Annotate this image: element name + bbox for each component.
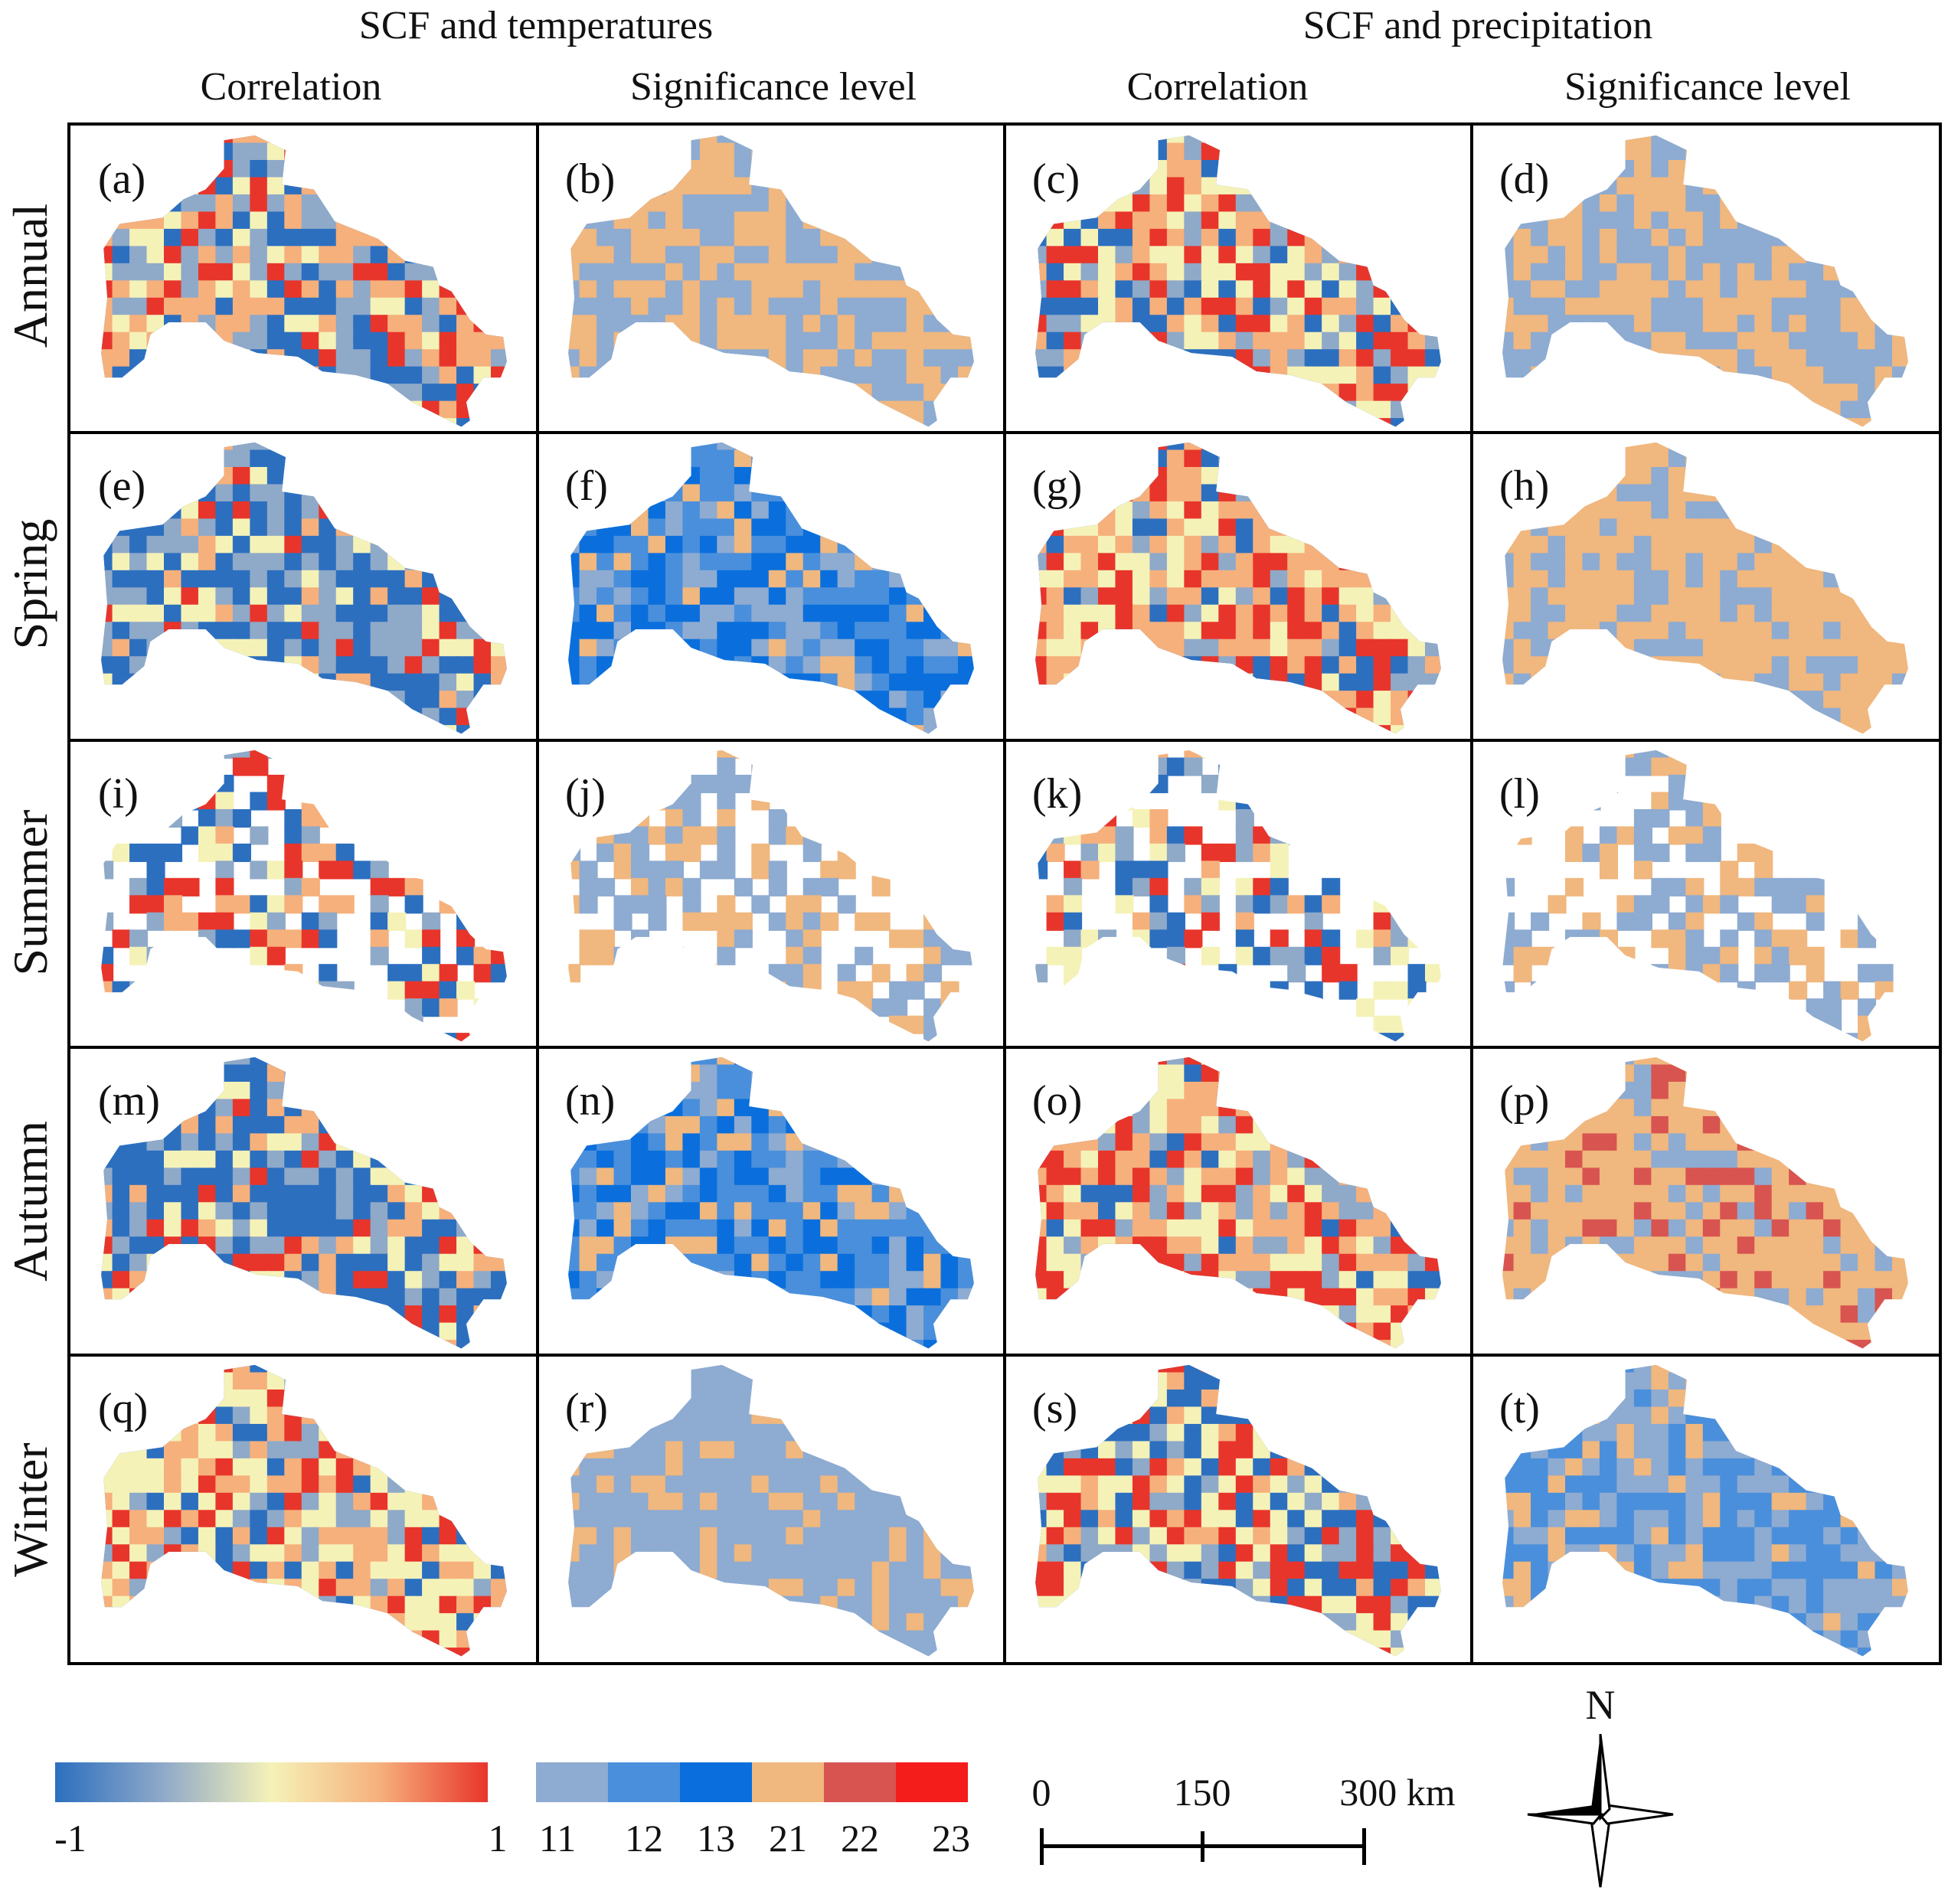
significance-label-23: 23 (932, 1817, 970, 1860)
map-panel-d: (d) (1472, 126, 1939, 433)
correlation-colorbar (55, 1762, 488, 1802)
map-panel-a: (a) (70, 126, 538, 433)
column-header-4: Significance level (1564, 65, 1851, 109)
region-map-shape (568, 1364, 974, 1656)
panel-label: (f) (565, 462, 608, 511)
row-label-winter: Winter (3, 1442, 57, 1577)
grid-divider-horizontal (70, 1046, 1939, 1050)
region-map-shape (101, 443, 507, 734)
region-map-shape (1035, 443, 1441, 734)
map-panel-b: (b) (538, 126, 1005, 433)
panel-label: (p) (1499, 1077, 1550, 1125)
panel-label: (i) (98, 769, 139, 818)
row-label-autumn: Autumn (3, 1121, 57, 1282)
map-panel-l: (l) (1472, 740, 1939, 1047)
map-panel-o: (o) (1005, 1047, 1472, 1354)
significance-swatch-22 (824, 1762, 896, 1802)
significance-label-13: 13 (697, 1817, 735, 1860)
row-label-spring: Spring (3, 518, 57, 650)
correlation-min-label: -1 (54, 1817, 87, 1860)
map-panel-q: (q) (70, 1355, 538, 1662)
panel-label: (q) (98, 1384, 149, 1432)
map-panel-m: (m) (70, 1047, 538, 1354)
map-panel-h: (h) (1472, 433, 1939, 740)
region-map-shape (568, 750, 974, 1042)
region-map-shape (101, 135, 507, 427)
map-panel-i: (i) (70, 740, 538, 1047)
grid-divider-vertical (1470, 126, 1473, 1662)
scale-tick-300: 300 km (1339, 1771, 1456, 1814)
significance-swatch-23 (896, 1762, 968, 1802)
panel-label: (s) (1032, 1384, 1078, 1432)
panel-label: (h) (1499, 462, 1550, 511)
significance-label-22: 22 (841, 1817, 879, 1860)
significance-swatch-12 (608, 1762, 680, 1802)
grid-divider-horizontal (70, 1353, 1939, 1357)
row-label-annual: Annual (3, 203, 57, 348)
column-header-1: Correlation (200, 65, 382, 109)
panel-label: (g) (1032, 462, 1083, 511)
significance-swatch-13 (680, 1762, 752, 1802)
map-panel-j: (j) (538, 740, 1005, 1047)
row-label-summer: Summer (3, 809, 57, 976)
region-map-shape (101, 1057, 507, 1349)
map-panel-k: (k) (1005, 740, 1472, 1047)
region-map-shape (1035, 1057, 1441, 1349)
panel-label: (o) (1032, 1077, 1083, 1125)
map-panel-n: (n) (538, 1047, 1005, 1354)
region-map-shape (568, 443, 974, 734)
group-header-precipitation: SCF and precipitation (1302, 4, 1653, 47)
group-header-temperature: SCF and temperatures (358, 4, 714, 47)
region-map-shape (1502, 750, 1908, 1042)
region-map-shape (568, 1057, 974, 1349)
significance-label-21: 21 (769, 1817, 807, 1860)
significance-swatch-11 (536, 1762, 608, 1802)
north-label: N (1585, 1682, 1616, 1728)
region-map-shape (1035, 750, 1441, 1042)
grid-divider-vertical (1003, 126, 1006, 1662)
region-map-shape (101, 1364, 507, 1656)
scale-tick-0: 0 (1031, 1771, 1051, 1814)
region-map-shape (1035, 1364, 1441, 1656)
map-panel-f: (f) (538, 433, 1005, 740)
significance-label-11: 11 (538, 1817, 577, 1860)
map-panel-g: (g) (1005, 433, 1472, 740)
region-map-shape (568, 135, 974, 427)
column-header-3: Correlation (1126, 65, 1309, 109)
grid-divider-horizontal (70, 431, 1939, 435)
significance-label-12: 12 (625, 1817, 663, 1860)
column-header-2: Significance level (630, 65, 917, 109)
map-panel-c: (c) (1005, 126, 1472, 433)
map-panel-s: (s) (1005, 1355, 1472, 1662)
panel-label: (t) (1499, 1384, 1540, 1432)
scale-tick-150: 150 (1173, 1771, 1231, 1814)
region-map-shape (101, 750, 507, 1042)
map-panel-grid: (a) (b) (c) (d (67, 122, 1942, 1665)
north-arrow-icon (1527, 1733, 1674, 1888)
panel-label: (c) (1032, 155, 1080, 203)
map-panel-p: (p) (1472, 1047, 1939, 1354)
significance-swatch-21 (752, 1762, 824, 1802)
grid-divider-vertical (536, 126, 539, 1662)
grid-divider-horizontal (70, 738, 1939, 742)
region-map-shape (1502, 135, 1908, 427)
panel-label: (a) (98, 155, 146, 203)
region-map-shape (1035, 135, 1441, 427)
map-panel-e: (e) (70, 433, 538, 740)
map-panel-r: (r) (538, 1355, 1005, 1662)
panel-label: (k) (1032, 769, 1083, 818)
panel-label: (d) (1499, 155, 1550, 203)
region-map-shape (1502, 1364, 1908, 1656)
panel-label: (j) (565, 769, 606, 818)
panel-label: (l) (1499, 769, 1540, 818)
panel-label: (e) (98, 462, 146, 511)
region-map-shape (1502, 443, 1908, 734)
panel-label: (n) (565, 1077, 616, 1125)
map-panel-t: (t) (1472, 1355, 1939, 1662)
panel-label: (m) (98, 1077, 160, 1125)
region-map-shape (1502, 1057, 1908, 1349)
panel-label: (r) (565, 1384, 608, 1432)
panel-label: (b) (565, 155, 616, 203)
correlation-max-label: 1 (488, 1817, 508, 1860)
